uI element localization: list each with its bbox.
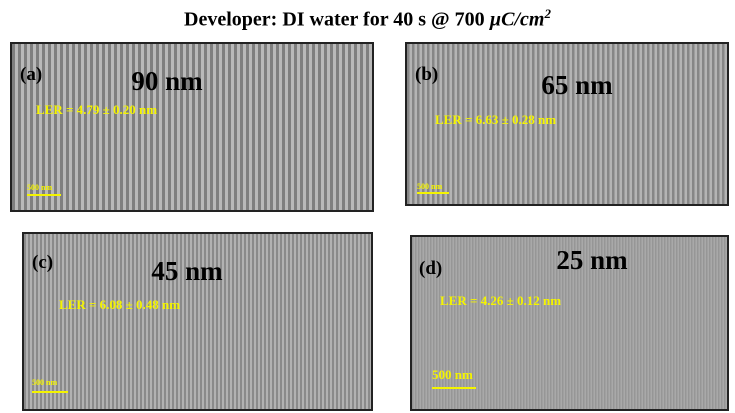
- feature-size: 90 nm: [131, 66, 202, 97]
- feature-size: 65 nm: [541, 70, 612, 101]
- sem-panel: (a) 90 nm LER = 4.79 ± 0.20 nm 500 nm: [10, 42, 374, 212]
- scale-label: 500 nm: [27, 183, 52, 192]
- scale-label: 500 nm: [417, 182, 442, 191]
- ler-value: LER = 6.08 ± 0.48 nm: [59, 297, 180, 313]
- scale-label: 500 nm: [432, 367, 473, 383]
- sem-panel: (b) 65 nm LER = 6.63 ± 0.28 nm 500 nm: [405, 42, 729, 206]
- scale-bar: [417, 192, 449, 194]
- ler-value: LER = 6.63 ± 0.28 nm: [435, 112, 556, 128]
- panel-label: (c): [32, 252, 53, 274]
- panel-label: (d): [419, 258, 442, 280]
- scale-bar: [32, 391, 68, 393]
- panel-label: (b): [415, 64, 438, 86]
- title-exponent: 2: [544, 6, 551, 21]
- scale-bar: [432, 387, 476, 389]
- panel-label: (a): [20, 64, 42, 86]
- sem-panel: (d) 25 nm LER = 4.26 ± 0.12 nm 500 nm: [410, 235, 729, 411]
- feature-size: 45 nm: [151, 256, 222, 287]
- title-unit: µC/cm: [490, 9, 545, 31]
- sem-panel: (c) 45 nm LER = 6.08 ± 0.48 nm 500 nm: [22, 232, 373, 411]
- figure-title: Developer: DI water for 40 s @ 700 µC/cm…: [0, 6, 735, 32]
- feature-size: 25 nm: [556, 245, 627, 276]
- title-text: Developer: DI water for 40 s @ 700: [184, 9, 490, 31]
- figure: Developer: DI water for 40 s @ 700 µC/cm…: [0, 0, 735, 413]
- scale-bar: [27, 194, 61, 196]
- ler-value: LER = 4.79 ± 0.20 nm: [36, 102, 157, 118]
- scale-label: 500 nm: [32, 378, 57, 387]
- ler-value: LER = 4.26 ± 0.12 nm: [440, 293, 561, 309]
